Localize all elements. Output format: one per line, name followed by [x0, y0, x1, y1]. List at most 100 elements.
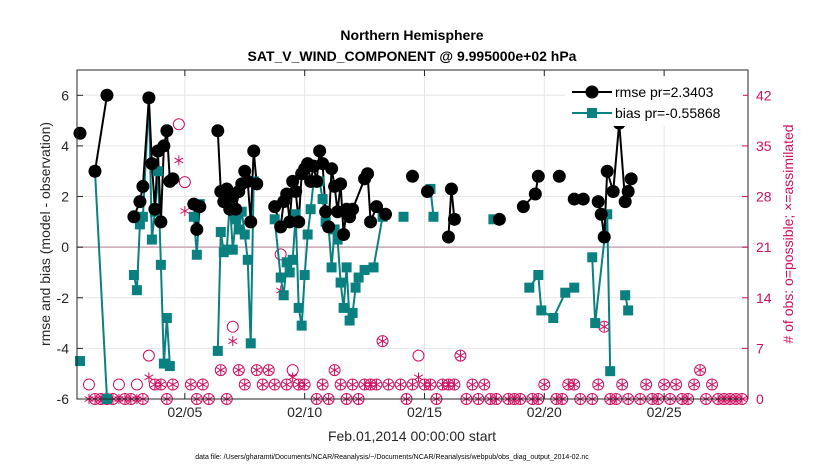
rmse-point: [211, 124, 225, 138]
obs-assimilated-marker: [467, 379, 477, 390]
rmse-point: [238, 164, 252, 178]
obs-possible-marker: [616, 378, 629, 391]
rmse-point: [100, 88, 114, 102]
rmse-point: [88, 164, 102, 178]
bias-point: [338, 302, 349, 313]
rmse-point: [370, 200, 384, 214]
obs-assimilated-marker: [383, 379, 394, 390]
obs-possible-marker: [706, 378, 719, 391]
obs-assimilated-marker: [198, 379, 208, 390]
obs-possible-marker: [670, 378, 683, 391]
axis-ticks: 02/05 02/10 02/15 02/20 02/25 -6 -4 -2 0 2 4 6 0 7 14 2…: [57, 70, 772, 420]
bias-line-segment: [132, 96, 171, 367]
obs-possible-marker: [262, 364, 275, 377]
y-tick-label: 0: [61, 239, 69, 255]
rmse-point: [283, 215, 297, 229]
obs-assimilated-marker: [377, 336, 388, 347]
bias-point: [227, 244, 238, 255]
bias-point: [605, 366, 616, 377]
obs-assimilated-marker: [258, 379, 268, 390]
obs-assimilated-marker: [186, 379, 196, 390]
bias-point: [74, 356, 85, 367]
obs-possible-marker: [178, 176, 191, 189]
x-tick-label: 02/15: [407, 404, 442, 420]
bias-point: [332, 234, 343, 245]
rmse-point: [73, 126, 87, 140]
bias-point: [233, 224, 244, 235]
rmse-point: [166, 172, 180, 186]
bias-point: [158, 358, 169, 369]
bias-point: [164, 361, 175, 372]
rmse-point: [292, 215, 306, 229]
obs-possible-marker: [334, 378, 347, 391]
bias-line-segment: [591, 213, 612, 372]
bias-point: [215, 226, 226, 237]
rmse-point: [193, 200, 207, 214]
bias-point: [236, 206, 247, 217]
rmse-point: [441, 230, 455, 244]
rmse-point: [160, 124, 174, 138]
y2-axis-label: # of obs: o=possible; ×=assimilated: [780, 124, 796, 343]
y2-tick-label: 42: [756, 87, 772, 103]
obs-assimilated-marker: [395, 379, 406, 390]
obs-possible-marker: [268, 378, 281, 391]
y2-tick-label: 28: [756, 189, 772, 205]
bias-point: [326, 262, 337, 273]
bias-point: [299, 269, 310, 280]
rmse-point: [346, 202, 360, 216]
rmse-point: [516, 200, 530, 214]
obs-assimilated-marker: [300, 379, 310, 390]
obs-assimilated-marker: [330, 365, 340, 376]
bias-point: [230, 214, 241, 225]
bias-point: [536, 305, 547, 316]
bias-point: [275, 272, 286, 283]
obs-assimilated-marker: [168, 379, 178, 390]
rmse-point: [597, 230, 611, 244]
bias-point: [620, 290, 631, 301]
bias-point: [296, 320, 307, 331]
obs-possible-marker: [280, 378, 293, 391]
obs-possible-marker: [184, 378, 197, 391]
y-tick-label: -4: [57, 340, 70, 356]
bias-point: [128, 269, 139, 280]
obs-possible-marker: [232, 364, 245, 377]
rmse-point: [325, 162, 339, 176]
bias-point: [131, 285, 142, 296]
obs-possible-marker: [112, 378, 125, 391]
bias-point: [137, 211, 148, 222]
bias-point: [188, 211, 199, 222]
obs-possible-marker: [238, 378, 251, 391]
y2-tick-label: 0: [756, 391, 764, 407]
obs-possible-marker: [256, 378, 269, 391]
obs-assimilated-marker: [234, 365, 244, 376]
rmse-point: [606, 184, 620, 198]
bias-point: [335, 277, 346, 288]
rmse-point: [157, 139, 171, 153]
x-axis-label: Feb.01,2014 00:00:00 start: [328, 428, 496, 444]
rmse-point: [142, 91, 156, 105]
obs-possible-marker: [196, 378, 209, 391]
bias-point: [161, 313, 172, 324]
obs-assimilated-marker: [659, 379, 669, 390]
bias-point: [428, 211, 439, 222]
obs-possible-marker: [130, 378, 143, 391]
bias-point: [341, 262, 352, 273]
rmse-point: [361, 167, 375, 181]
bias-point: [359, 264, 370, 275]
legend-bias-marker: [587, 108, 597, 118]
x-tick-label: 02/25: [647, 404, 682, 420]
obs-assimilated-marker: [707, 379, 717, 390]
rmse-point: [576, 192, 590, 206]
rmse-point: [618, 195, 632, 209]
obs-possible-marker: [538, 378, 551, 391]
rmse-point: [567, 192, 581, 206]
obs-assimilated-marker: [240, 379, 250, 390]
rmse-line-segment: [94, 95, 108, 172]
rmse-point: [594, 207, 608, 221]
rmse-point: [127, 210, 141, 224]
obs-assimilated-marker: [336, 379, 346, 390]
obs-possible-marker: [82, 378, 95, 391]
rmse-point: [250, 177, 264, 191]
bias-point: [347, 307, 358, 318]
bias-point: [146, 234, 157, 245]
